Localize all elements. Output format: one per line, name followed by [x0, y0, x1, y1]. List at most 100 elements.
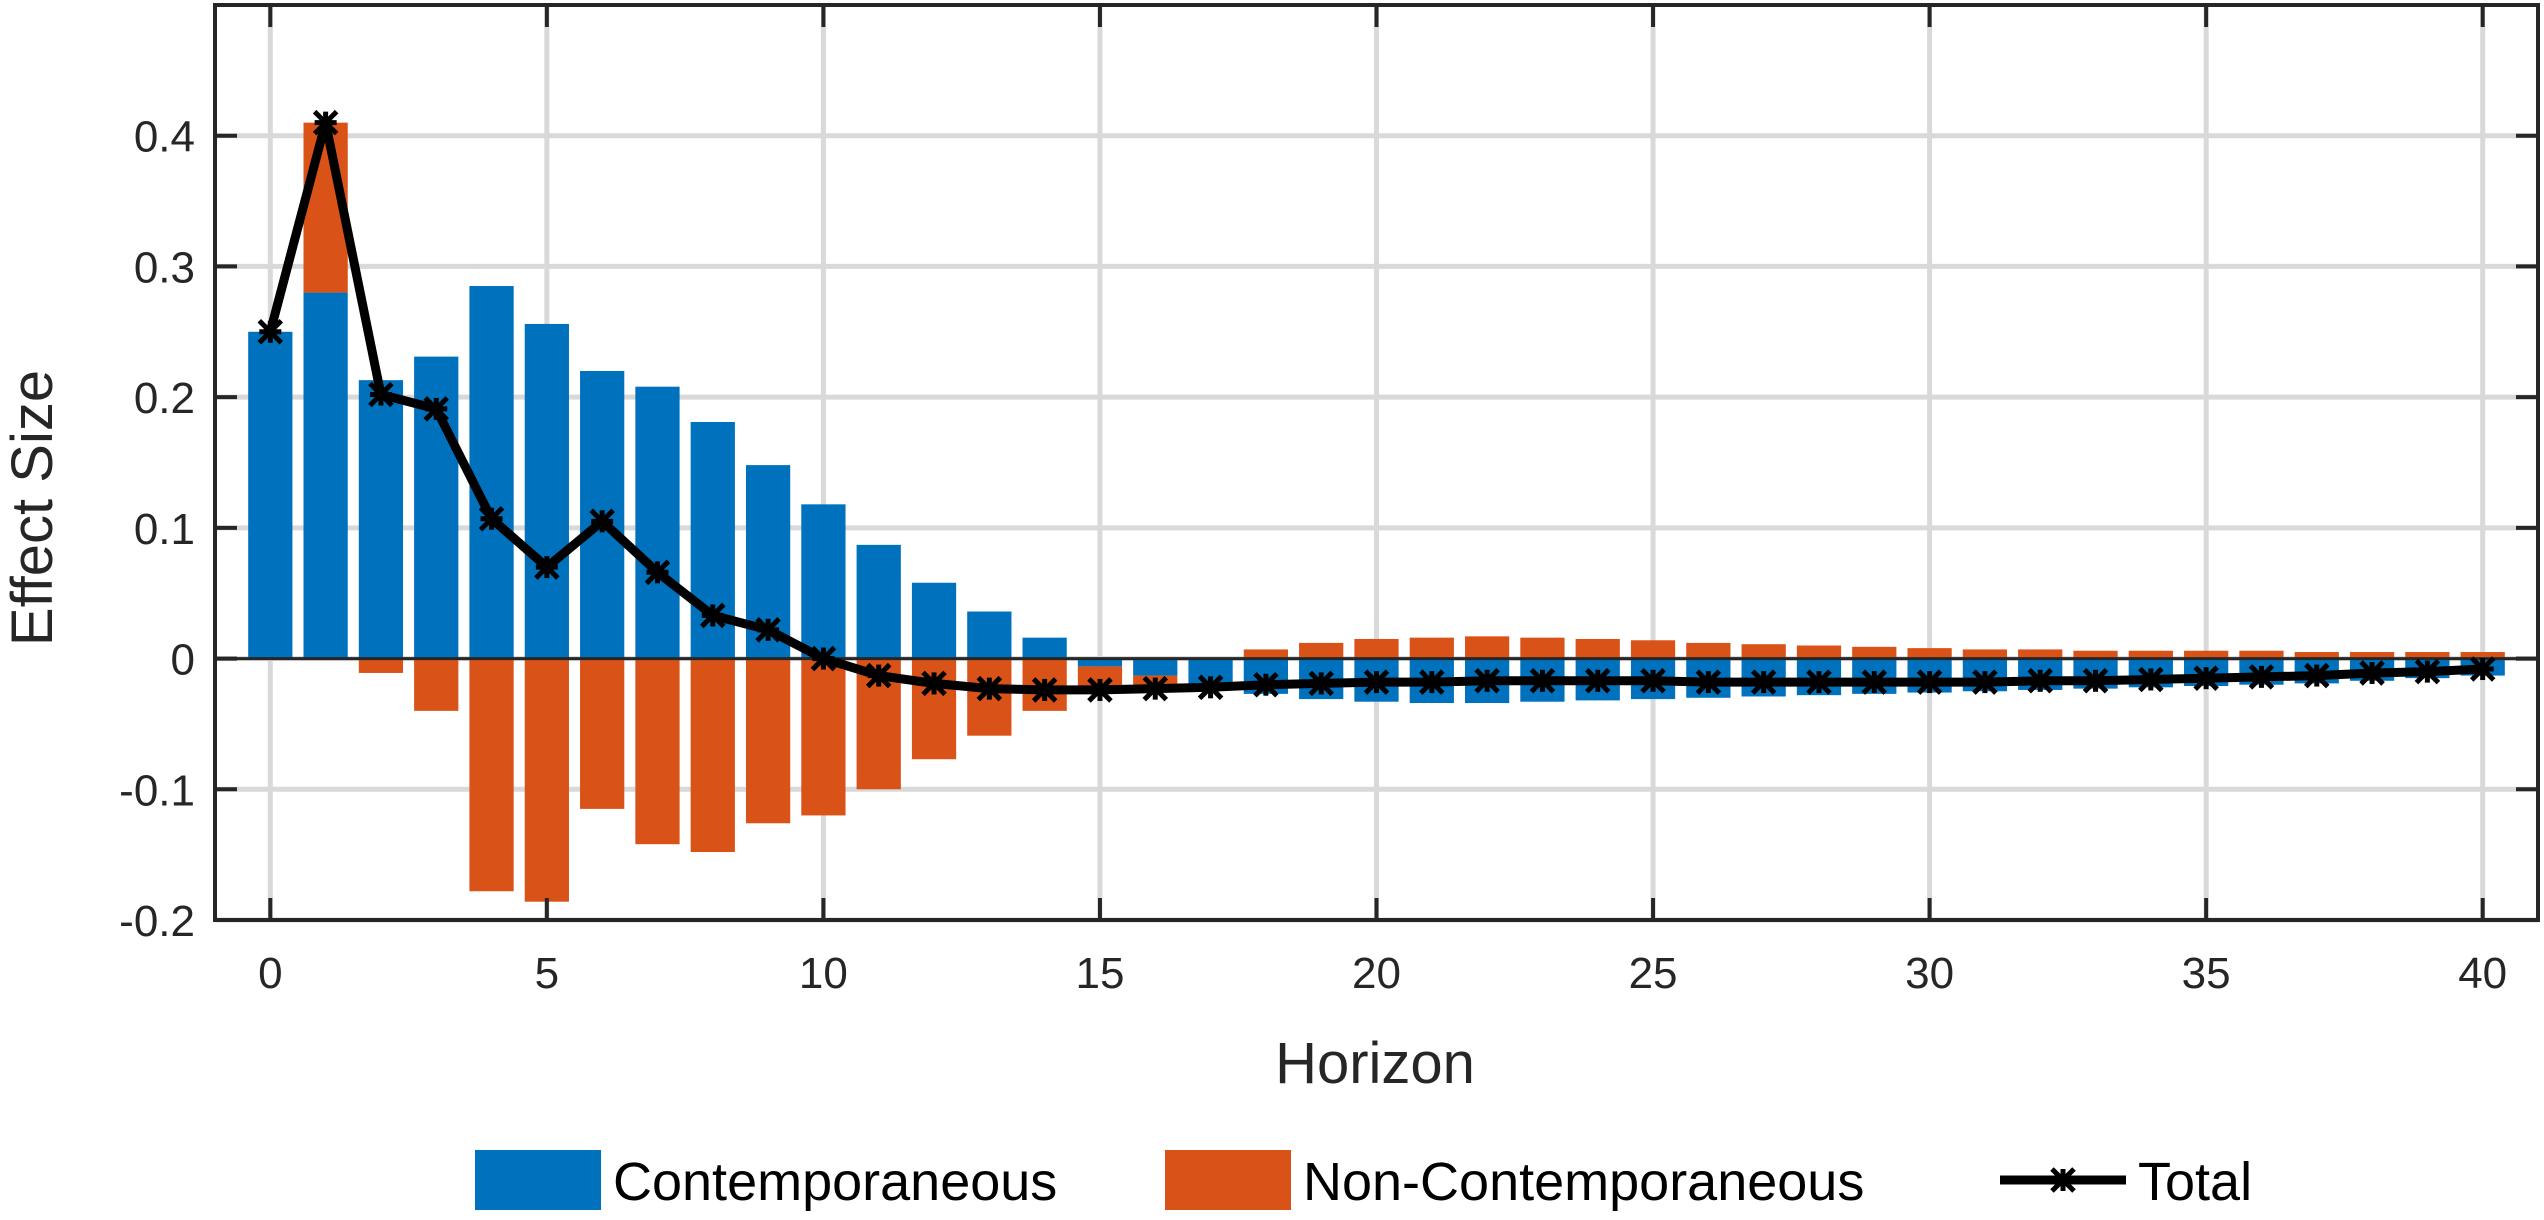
- total-point: [755, 617, 781, 643]
- bar-non-contemporaneous: [524, 658, 569, 902]
- x-tick-label: 5: [535, 949, 559, 998]
- bar-non-contemporaneous: [635, 658, 680, 845]
- bar-contemporaneous: [911, 582, 957, 659]
- legend-non-contemporaneous: Non-Contemporaneous: [1165, 1150, 1864, 1212]
- y-tick-label: 0.4: [134, 113, 195, 162]
- x-tick-label: 35: [2182, 949, 2231, 998]
- x-tick-label: 20: [1352, 949, 1401, 998]
- y-tick-label: 0.2: [134, 374, 195, 423]
- total-point: [1972, 669, 1998, 695]
- bar-contemporaneous: [358, 380, 404, 659]
- legend-contemporaneous: Contemporaneous: [475, 1150, 1057, 1212]
- x-tick-label: 30: [1905, 949, 1954, 998]
- total-point: [2414, 658, 2441, 685]
- legend-label: Non-Contemporaneous: [1303, 1152, 1864, 1212]
- bar-non-contemporaneous: [580, 658, 625, 809]
- legend-label: Contemporaneous: [613, 1152, 1057, 1212]
- total-point: [2027, 668, 2053, 694]
- bar-non-contemporaneous: [1907, 648, 1952, 659]
- total-point: [976, 675, 1003, 702]
- total-point: [1529, 668, 1556, 694]
- bar-non-contemporaneous: [2294, 652, 2339, 659]
- total-point: [644, 559, 671, 586]
- total-point: [1695, 669, 1722, 695]
- total-point: [1087, 677, 1113, 703]
- legend-swatch: [475, 1150, 601, 1210]
- y-tick-labels: -0.2 -0.1 0 0.1 0.2 0.3 0.4: [119, 113, 195, 946]
- total-point: [810, 645, 837, 672]
- total-point: [1916, 669, 1943, 695]
- total-point: [1640, 668, 1666, 694]
- total-point: [1308, 670, 1334, 697]
- y-tick-label: 0.3: [134, 243, 195, 292]
- total-point: [257, 319, 284, 345]
- total-point: [1253, 671, 1279, 698]
- bar-non-contemporaneous: [1852, 646, 1897, 659]
- bar-non-contemporaneous: [2460, 652, 2505, 659]
- total-point: [1142, 675, 1169, 702]
- x-tick-label: 40: [2458, 949, 2507, 998]
- total-point: [2359, 660, 2385, 686]
- bar-non-contemporaneous: [2405, 652, 2450, 659]
- bar-non-contemporaneous: [1409, 637, 1454, 659]
- bar-non-contemporaneous: [1741, 644, 1786, 659]
- legend-swatch: [1165, 1150, 1291, 1210]
- total-point: [1474, 668, 1500, 694]
- total-point: [2469, 656, 2496, 682]
- bar-contemporaneous: [1077, 658, 1123, 667]
- bar-non-contemporaneous: [2128, 650, 2173, 659]
- bar-non-contemporaneous: [358, 658, 404, 673]
- total-point: [589, 508, 615, 535]
- bar-non-contemporaneous: [1243, 649, 1289, 659]
- total-point: [2248, 664, 2275, 690]
- bar-contemporaneous: [635, 386, 680, 659]
- y-axis-label: Effect Size: [0, 370, 65, 646]
- bar-non-contemporaneous: [1299, 642, 1344, 659]
- y-tick-label: 0: [171, 636, 195, 685]
- total-point: [1750, 669, 1777, 695]
- bar-non-contemporaneous: [1686, 642, 1731, 659]
- bar-contemporaneous: [303, 292, 348, 659]
- bar-contemporaneous: [524, 323, 569, 659]
- total-point: [534, 554, 560, 580]
- legend: Contemporaneous Non-Contemporaneous Total: [475, 1150, 2252, 1212]
- bar-contemporaneous: [967, 611, 1012, 659]
- total-point: [2193, 665, 2219, 691]
- total-point: [865, 662, 892, 689]
- x-tick-labels: 0 5 10 15 20 25 30 35 40: [258, 949, 2507, 998]
- total-point: [1861, 669, 1888, 695]
- y-tick-label: -0.1: [119, 766, 195, 815]
- bar-non-contemporaneous: [2018, 649, 2063, 659]
- bar-non-contemporaneous: [1575, 638, 1620, 659]
- x-axis-label: Horizon: [1275, 1031, 1475, 1096]
- bar-non-contemporaneous: [2239, 650, 2284, 659]
- x-tick-label: 25: [1629, 949, 1678, 998]
- total-point: [2138, 666, 2164, 693]
- bar-non-contemporaneous: [1796, 645, 1842, 659]
- legend-total: Total: [2000, 1152, 2252, 1212]
- total-point: [1031, 677, 1058, 703]
- bar-contemporaneous: [801, 504, 846, 659]
- bar-non-contemporaneous: [801, 658, 846, 816]
- bar-non-contemporaneous: [1354, 638, 1399, 659]
- bar-non-contemporaneous: [2184, 650, 2229, 659]
- bar-non-contemporaneous: [690, 658, 735, 853]
- bar-non-contemporaneous: [745, 658, 791, 824]
- y-tick-label: -0.2: [119, 897, 195, 946]
- total-point: [2082, 668, 2109, 694]
- total-line: [257, 109, 2496, 703]
- total-point: [1197, 674, 1224, 701]
- bar-non-contemporaneous: [1962, 649, 2008, 659]
- bar-contemporaneous: [469, 286, 514, 659]
- total-point: [423, 396, 450, 422]
- x-tick-label: 0: [258, 949, 282, 998]
- total-point: [700, 602, 726, 629]
- bar-non-contemporaneous: [2073, 650, 2118, 659]
- bar-contemporaneous: [1022, 637, 1067, 659]
- bar-non-contemporaneous: [1630, 640, 1676, 659]
- total-point: [368, 381, 394, 408]
- bar-non-contemporaneous: [414, 658, 459, 711]
- x-tick-label: 10: [799, 949, 848, 998]
- total-point: [2303, 662, 2330, 689]
